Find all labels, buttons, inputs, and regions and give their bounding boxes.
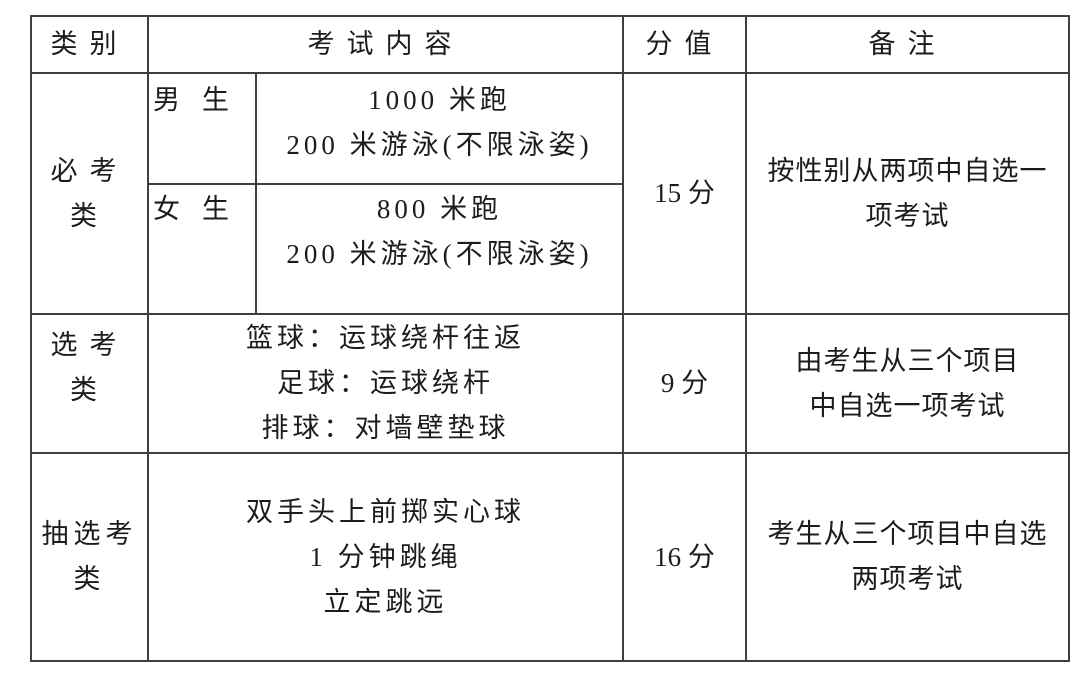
girls-label: 女生 [147,183,257,315]
category-elective: 选考类 [30,313,149,454]
girls-content-cell: 800 米跑 200 米游泳(不限泳姿) [255,183,624,315]
exam-item-line: 篮球：运球绕杆往返 [246,323,525,353]
note-required: 按性别从两项中自选一 项考试 [745,72,1070,315]
exam-item-line: 200 米游泳(不限泳姿) [286,239,593,269]
exam-item-line: 800 米跑 [376,194,503,224]
note-line: 按性别从两项中自选一 [767,155,1048,186]
header-content: 考试内容 [147,15,624,74]
score-elective: 9 分 [622,313,747,454]
exam-item-line: 立定跳远 [323,586,448,617]
elective-content-cell: 篮球：运球绕杆往返 足球：运球绕杆 排球：对墙壁垫球 [147,313,624,454]
header-score: 分值 [622,15,747,74]
category-required: 必考类 [30,72,149,315]
required-girls-row: 女生 800 米跑 200 米游泳(不限泳姿) [31,183,1069,315]
exam-item-line: 双手头上前掷实心球 [246,496,525,527]
note-elective: 由考生从三个项目 中自选一项考试 [745,313,1070,454]
header-row: 类别 考试内容 分值 备注 [30,15,1070,74]
exam-item-line: 200 米游泳(不限泳姿) [286,130,593,160]
boys-content-cell: 1000 米跑 200 米游泳(不限泳姿) [255,72,624,185]
lottery-content-cell: 双手头上前掷实心球 1 分钟跳绳 立定跳远 [147,452,624,662]
boys-label: 男生 [147,72,257,185]
exam-item-line: 1 分钟跳绳 [309,541,462,572]
exam-item-line: 1000 米跑 [368,85,511,115]
note-line: 中自选一项考试 [809,390,1006,421]
header-category: 类别 [30,15,149,74]
category-line: 类 [73,564,106,594]
exam-item-line: 足球：运球绕杆 [277,368,494,398]
required-boys-row: 必考类 男生 1000 米跑 200 米游泳(不限泳姿) 15 分 按性别从两项… [30,72,1070,315]
score-required: 15 分 [622,72,747,315]
note-lottery: 考生从三个项目中自选 两项考试 [745,452,1070,662]
score-lottery: 16 分 [622,452,747,662]
category-line: 抽选考 [41,519,138,549]
header-note: 备注 [745,15,1070,74]
note-line: 由考生从三个项目 [795,345,1020,376]
note-line: 考生从三个项目中自选 [767,519,1048,549]
elective-row: 选考类 篮球：运球绕杆往返 足球：运球绕杆 排球：对墙壁垫球 9 分 由考生从三… [30,313,1070,454]
exam-item-line: 排球：对墙壁垫球 [261,413,510,443]
category-lottery: 抽选考 类 [30,452,149,662]
lottery-row: 抽选考 类 双手头上前掷实心球 1 分钟跳绳 立定跳远 16 分 考生从三个项目… [30,452,1070,662]
pe-exam-table: 类别 考试内容 分值 备注 必考类 男生 1000 米跑 200 米游泳(不限泳… [30,15,1070,662]
note-line: 项考试 [865,200,950,231]
note-line: 两项考试 [851,564,964,594]
